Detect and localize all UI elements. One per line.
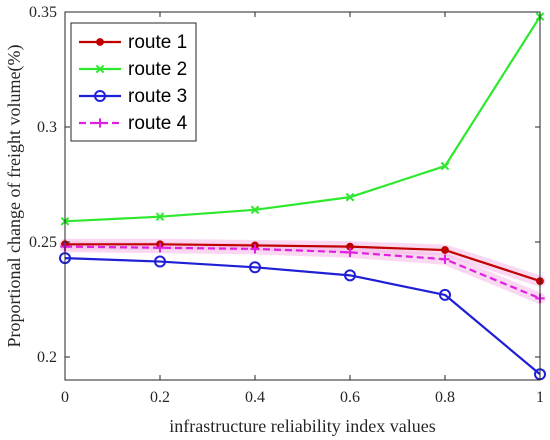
- data-point: [345, 247, 355, 257]
- plot-frame: [64, 11, 541, 381]
- data-point: [96, 38, 104, 46]
- y-tick-label: 0.35: [29, 4, 57, 21]
- data-point: [345, 192, 355, 202]
- data-point: [155, 212, 165, 222]
- series-line: [64, 245, 541, 300]
- x-tick-label: 0: [61, 389, 69, 406]
- y-tick-label: 0.3: [37, 119, 57, 136]
- series-line: [65, 243, 541, 283]
- axis-ticks: 0 0.2 0.4 0.6 0.8 1 0.2 0.25 0.3 0.35: [29, 4, 544, 406]
- series-3: [59, 252, 546, 381]
- data-point: [95, 64, 105, 74]
- data-point: [95, 118, 105, 128]
- legend-item: route 3: [79, 86, 187, 107]
- legend-label: route 2: [128, 59, 187, 80]
- legend-item: route 2: [79, 59, 187, 80]
- legend-label: route 1: [128, 32, 187, 53]
- x-tick-label: 0.6: [340, 389, 360, 406]
- y-tick-label: 0.2: [37, 349, 57, 366]
- series-1: [61, 240, 544, 286]
- y-tick-label: 0.25: [29, 234, 57, 251]
- series-line: [64, 257, 541, 376]
- data-point: [155, 243, 165, 253]
- y-axis-label: Proportional change of freight volume(%): [4, 45, 25, 348]
- data-point: [94, 90, 106, 102]
- legend: route 1 route 2 route 3 route 4: [70, 22, 197, 142]
- data-point: [250, 244, 260, 254]
- legend-label: route 4: [128, 113, 188, 134]
- x-tick-label: 1: [536, 389, 544, 406]
- legend-label: route 3: [128, 86, 187, 107]
- data-point: [441, 246, 449, 254]
- series-line: [64, 16, 541, 223]
- data-point: [250, 205, 260, 215]
- x-tick-label: 0.4: [245, 389, 265, 406]
- data-point: [440, 254, 450, 264]
- x-tick-label: 0.8: [435, 389, 455, 406]
- x-tick-label: 0.2: [150, 389, 170, 406]
- data-point: [249, 261, 261, 274]
- legend-item: route 4: [79, 113, 188, 134]
- data-point: [344, 269, 356, 282]
- data-point: [154, 255, 166, 268]
- data-point: [439, 288, 451, 301]
- series-layer: [59, 12, 546, 381]
- series-2: [60, 12, 545, 226]
- x-axis-label: infrastructure reliability index values: [169, 416, 435, 436]
- data-point: [440, 161, 450, 171]
- legend-item: route 1: [79, 32, 187, 53]
